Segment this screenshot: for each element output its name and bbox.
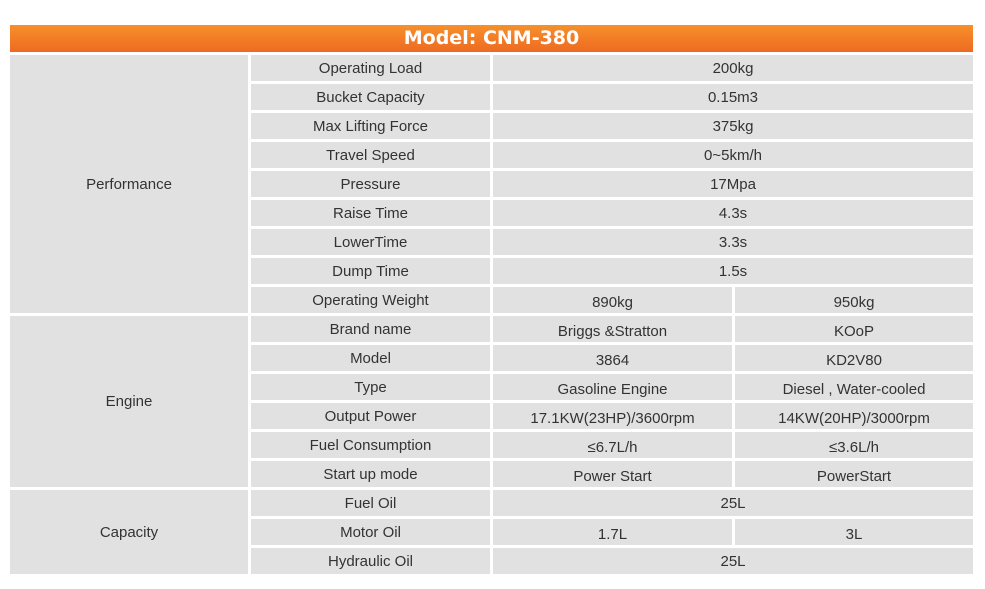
spec-table: Performance Operating Load 200kg Bucket Cap… xyxy=(10,55,973,574)
param-value: 25L xyxy=(493,490,973,516)
param-name: Raise Time xyxy=(251,200,490,226)
param-value: 3.3s xyxy=(493,229,973,255)
param-name: Travel Speed xyxy=(251,142,490,168)
param-name: Bucket Capacity xyxy=(251,84,490,110)
param-value: 200kg xyxy=(493,55,973,81)
param-name: Model xyxy=(251,345,490,371)
param-name: Dump Time xyxy=(251,258,490,284)
param-value: 0.15m3 xyxy=(493,84,973,110)
param-value: 17.1KW(23HP)/3600rpm xyxy=(493,403,732,429)
param-value: 0~5km/h xyxy=(493,142,973,168)
param-value: ≤3.6L/h xyxy=(735,432,973,458)
param-name: Pressure xyxy=(251,171,490,197)
param-value: PowerStart xyxy=(735,461,973,487)
param-name: Output Power xyxy=(251,403,490,429)
param-name: Motor Oil xyxy=(251,519,490,545)
param-name: Type xyxy=(251,374,490,400)
param-value: 375kg xyxy=(493,113,973,139)
param-name: Hydraulic Oil xyxy=(251,548,490,574)
param-name: Fuel Consumption xyxy=(251,432,490,458)
param-value: 17Mpa xyxy=(493,171,973,197)
param-value: KD2V80 xyxy=(735,345,973,371)
param-name: Brand name xyxy=(251,316,490,342)
param-value: 1.7L xyxy=(493,519,732,545)
model-name: CNM-380 xyxy=(482,27,580,49)
param-value: 4.3s xyxy=(493,200,973,226)
param-name: Fuel Oil xyxy=(251,490,490,516)
param-name: Operating Weight xyxy=(251,287,490,313)
param-name: Max Lifting Force xyxy=(251,113,490,139)
param-value: ≤6.7L/h xyxy=(493,432,732,458)
param-name: Start up mode xyxy=(251,461,490,487)
param-value: 14KW(20HP)/3000rpm xyxy=(735,403,973,429)
model-label: Model: xyxy=(403,27,477,49)
param-name: LowerTime xyxy=(251,229,490,255)
param-value: 25L xyxy=(493,548,973,574)
param-value: Gasoline Engine xyxy=(493,374,732,400)
param-value: 1.5s xyxy=(493,258,973,284)
param-value: 3864 xyxy=(493,345,732,371)
section-label: Performance xyxy=(10,55,248,313)
param-value: Diesel , Water-cooled xyxy=(735,374,973,400)
param-value: KOoP xyxy=(735,316,973,342)
param-value: 890kg xyxy=(493,287,732,313)
param-value: 950kg xyxy=(735,287,973,313)
section-label: Engine xyxy=(10,316,248,487)
param-value: Briggs &Stratton xyxy=(493,316,732,342)
section-label: Capacity xyxy=(10,490,248,574)
param-value: Power Start xyxy=(493,461,732,487)
param-name: Operating Load xyxy=(251,55,490,81)
param-value: 3L xyxy=(735,519,973,545)
model-header: Model: CNM-380 xyxy=(10,25,973,52)
